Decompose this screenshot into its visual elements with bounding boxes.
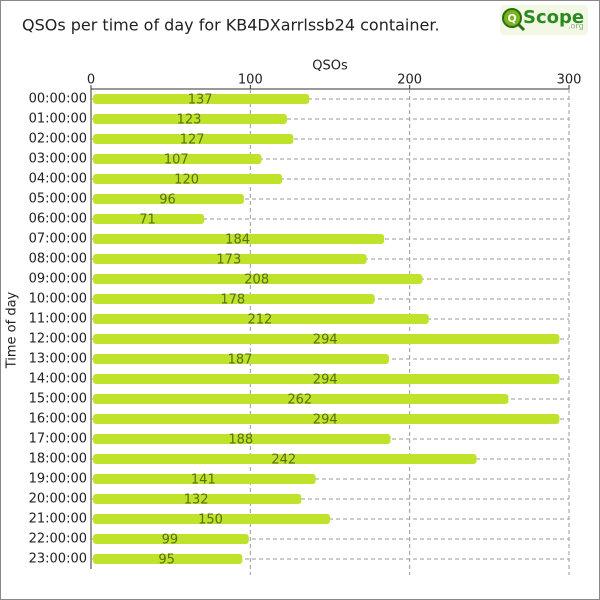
logo-handle [516,22,526,32]
bar [93,494,302,504]
value-label: 120 [174,173,199,188]
bar [93,94,310,104]
value-label: 137 [188,93,213,108]
y-tick-label: 22:00:00 [29,532,87,547]
bar [93,294,375,304]
bar [93,554,243,564]
y-axis-label: Time of day [5,291,20,369]
bar [93,374,560,384]
bar [93,514,330,524]
bar [93,134,294,144]
value-label: 242 [271,453,296,468]
y-tick-label: 00:00:00 [29,92,87,107]
value-label: 95 [158,553,175,568]
y-tick-label: 20:00:00 [29,492,87,507]
value-label: 71 [139,213,156,228]
y-tick-label: 07:00:00 [29,232,87,247]
bar [93,454,477,464]
value-label: 294 [313,333,338,348]
bar [93,114,287,124]
bar [93,174,283,184]
value-label: 262 [287,393,312,408]
logo: Q Scope .org [500,5,588,35]
y-tick-label: 12:00:00 [29,332,87,347]
value-label: 127 [180,133,205,148]
y-tick-label: 17:00:00 [29,432,87,447]
y-tick-label: 23:00:00 [29,552,87,567]
bar [93,214,205,224]
value-label: 184 [225,233,250,248]
x-tick-label: 200 [397,73,422,88]
y-tick-label: 06:00:00 [29,212,87,227]
y-tick-label: 14:00:00 [29,372,87,387]
bar [93,274,423,284]
logo-text: Scope [523,7,584,28]
x-tick-label: 100 [238,73,263,88]
value-label: 173 [216,253,241,268]
y-tick-label: 15:00:00 [29,392,87,407]
bar [93,474,316,484]
logo-suffix: .org [568,22,584,31]
y-tick-label: 09:00:00 [29,272,87,287]
bar [93,234,385,244]
logo-letter: Q [507,12,516,25]
y-tick-label: 08:00:00 [29,252,87,267]
y-tick-label: 05:00:00 [29,192,87,207]
bar [93,334,560,344]
bar [93,154,262,164]
value-label: 187 [228,353,253,368]
bar [93,314,429,324]
bar [93,254,367,264]
value-label: 150 [198,513,223,528]
y-tick-label: 13:00:00 [29,352,87,367]
y-tick-label: 04:00:00 [29,172,87,187]
logo-icon [502,8,522,28]
value-label: 294 [313,373,338,388]
bar [93,194,244,204]
value-label: 294 [313,413,338,428]
y-tick-label: 01:00:00 [29,112,87,127]
y-tick-label: 18:00:00 [29,452,87,467]
value-label: 188 [228,433,253,448]
value-label: 107 [164,153,189,168]
value-label: 212 [247,313,272,328]
x-tick-label: 300 [557,73,582,88]
bar [93,434,391,444]
value-label: 208 [244,273,269,288]
y-tick-label: 11:00:00 [29,312,87,327]
y-tick-label: 16:00:00 [29,412,87,427]
value-label: 123 [177,113,202,128]
y-tick-label: 03:00:00 [29,152,87,167]
value-label: 178 [220,293,245,308]
y-tick-label: 10:00:00 [29,292,87,307]
x-axis-label: QSOs [312,59,348,74]
value-label: 99 [162,533,179,548]
value-label: 96 [159,193,176,208]
y-tick-label: 21:00:00 [29,512,87,527]
value-label: 141 [191,473,216,488]
value-label: 132 [184,493,209,508]
y-tick-label: 02:00:00 [29,132,87,147]
bar [93,414,560,424]
bar [93,394,509,404]
chart-title: QSOs per time of day for KB4DXarrlssb24 … [22,16,440,35]
x-tick-label: 0 [87,73,95,88]
bar [93,354,389,364]
bar [93,534,249,544]
y-tick-label: 19:00:00 [29,472,87,487]
